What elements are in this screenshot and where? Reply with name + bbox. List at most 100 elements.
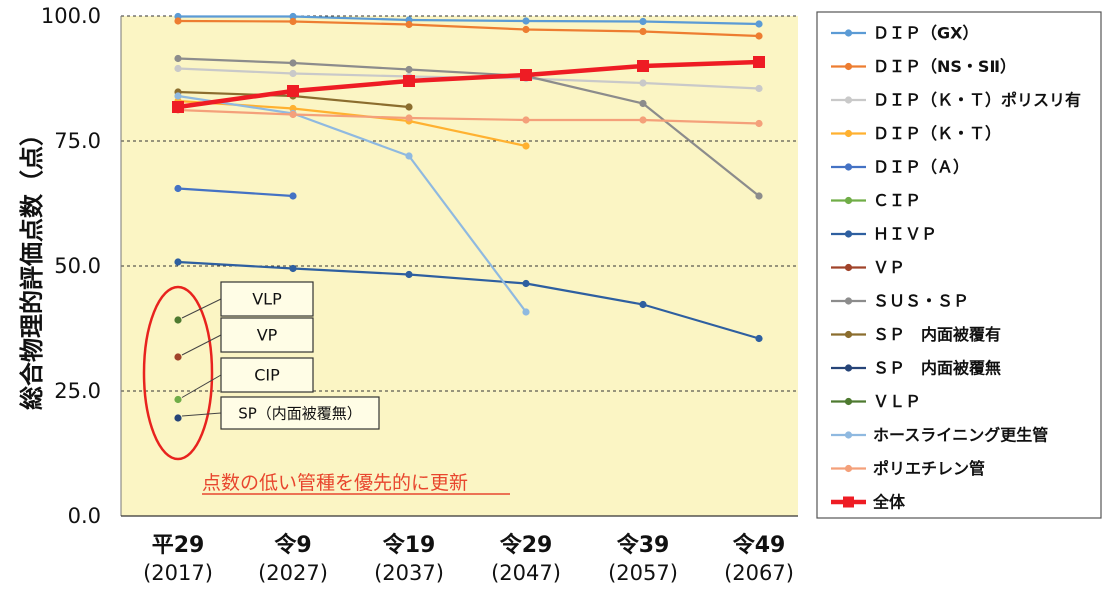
series-ＳＰ 内面被覆無 [174,414,182,422]
callout-label: VLP [252,290,282,309]
callout-leader [181,412,222,417]
callout-box [220,281,314,317]
data-point [520,69,532,81]
legend-swatch-marker [844,62,853,71]
legend-label: ＳＰ 内面被覆無 [873,359,1001,378]
y-tick-label: 0.0 [68,504,101,528]
series-line [177,94,527,313]
y-tick-label: 50.0 [54,254,101,278]
data-point [174,395,182,404]
data-point [522,116,530,124]
callout-label: VP [257,326,278,345]
data-point [174,64,182,73]
data-point [174,258,182,266]
legend: ＤＩＰ（GX） ＤＩＰ（NS・SⅡ） ＤＩＰ（Ｋ・Ｔ）ポリスリ有 ＤＩＰ（Ｋ・Ｔ） ＤＩ… [816,11,1102,519]
callout-box [220,396,380,430]
legend-swatch-marker [844,230,853,238]
series-ＤＩＰ（NS・SⅡ） [174,17,763,40]
data-point [403,75,415,87]
data-point [755,84,763,93]
x-tick-year: (2047) [491,561,561,585]
legend-item: ＳＰ 内面被覆無 [831,359,1001,378]
data-point [755,192,763,200]
x-tick-era: 令29 [500,532,553,558]
data-point [405,114,413,122]
data-point [755,32,763,40]
legend-swatch-marker [844,96,853,104]
data-point [522,279,530,288]
x-tick-year: (2017) [143,561,213,585]
legend-swatch-marker [844,364,853,372]
series-ＶＰ [174,353,182,361]
series-line [177,108,760,125]
legend-item: ＤＩＰ（NS・SⅡ） [831,57,1016,76]
data-point [289,17,297,26]
legend-swatch-marker [844,129,853,138]
data-point [174,414,182,422]
data-point [522,142,530,150]
data-point [755,119,763,128]
data-point [405,103,413,111]
y-tick-label: 25.0 [54,379,101,403]
legend-swatch-marker [844,330,853,339]
data-point [289,69,297,78]
legend-label: 全体 [872,493,906,512]
callout-box [220,357,314,393]
legend-label: ＳＰ 内面被覆有 [873,325,1001,344]
annotation-note: 点数の低い管種を優先的に更新 [202,472,468,494]
data-point [174,17,182,25]
legend-label: ホースライニング更生管 [873,426,1048,445]
data-point [405,152,413,160]
legend-item: ＤＩＰ（Ｋ・Ｔ） [831,124,1001,143]
legend-item: ＶＬＰ [831,392,921,411]
legend-swatch-marker [844,29,853,37]
data-point [753,56,765,68]
annotation-layer: VLP VP CIP SP（内面被覆無） 点数の低い管種を優先的に更新 [142,281,510,495]
legend-item: ＳＰ 内面被覆有 [831,325,1001,344]
data-point [522,25,530,34]
data-point [639,300,647,309]
data-point [289,104,297,113]
series-ＣＩＰ [174,395,182,404]
legend-swatch-marker [844,196,853,205]
data-point [174,54,182,63]
x-tick-year: (2057) [608,561,678,585]
legend-label: ＤＩＰ（NS・SⅡ） [873,57,1016,76]
legend-label: ＤＩＰ（Ｋ・Ｔ） [873,124,1001,143]
data-point [289,110,297,119]
series-ＨＩＶＰ [174,258,763,343]
legend-label: ＤＩＰ（Ｋ・Ｔ）ポリスリ有 [873,91,1081,110]
legend-swatch-marker [844,263,853,272]
x-tick-year: (2067) [724,561,794,585]
series-line [177,19,760,38]
legend-swatch-marker [843,496,854,508]
data-point [289,192,297,200]
data-point [637,60,649,72]
x-tick-year: (2037) [374,561,444,585]
legend-swatch-marker [844,297,853,305]
data-point [287,85,299,97]
legend-swatch-marker [844,397,853,406]
data-point [639,99,647,108]
callout-leader [181,334,222,356]
legend-item: ＶＰ [831,258,905,277]
legend-label: ＣＩＰ [873,191,921,210]
callout-label: CIP [254,366,280,385]
callout-leader [181,298,222,319]
data-point [174,316,182,324]
legend-label: ポリエチレン管 [873,459,985,478]
grid-layer [120,15,798,517]
x-tick-era: 平29 [152,533,205,558]
callout-label: SP（内面被覆無） [238,405,362,423]
data-point [289,12,297,21]
y-axis-label: 総合物理的評価点数（点） [18,122,46,410]
data-point [174,92,182,100]
data-point [405,270,413,279]
data-point [639,79,647,87]
data-point [174,353,182,361]
data-point [639,17,647,26]
data-point [522,308,530,316]
legend-item: ポリエチレン管 [831,459,985,478]
